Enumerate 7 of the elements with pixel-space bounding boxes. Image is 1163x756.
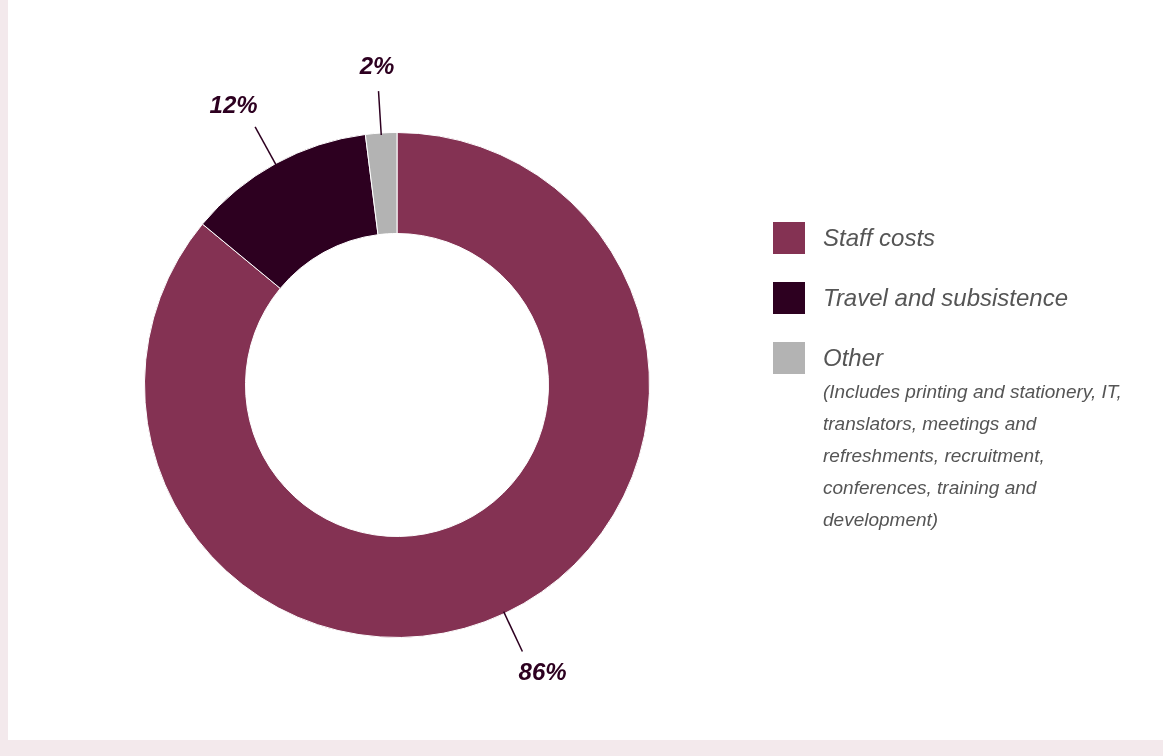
text: (Includes printing and stationery, IT, translators, meetings and refreshments, recruitment, conferences, training and development) [823, 380, 1123, 532]
legend-label: Travel and subsistence [823, 283, 1069, 313]
legend-label: Staff costs [823, 223, 936, 253]
data-label: 86% [518, 657, 567, 685]
data-label: 2% [358, 51, 395, 79]
data-label: 12% [209, 90, 258, 118]
legend-label: Other [823, 343, 885, 373]
